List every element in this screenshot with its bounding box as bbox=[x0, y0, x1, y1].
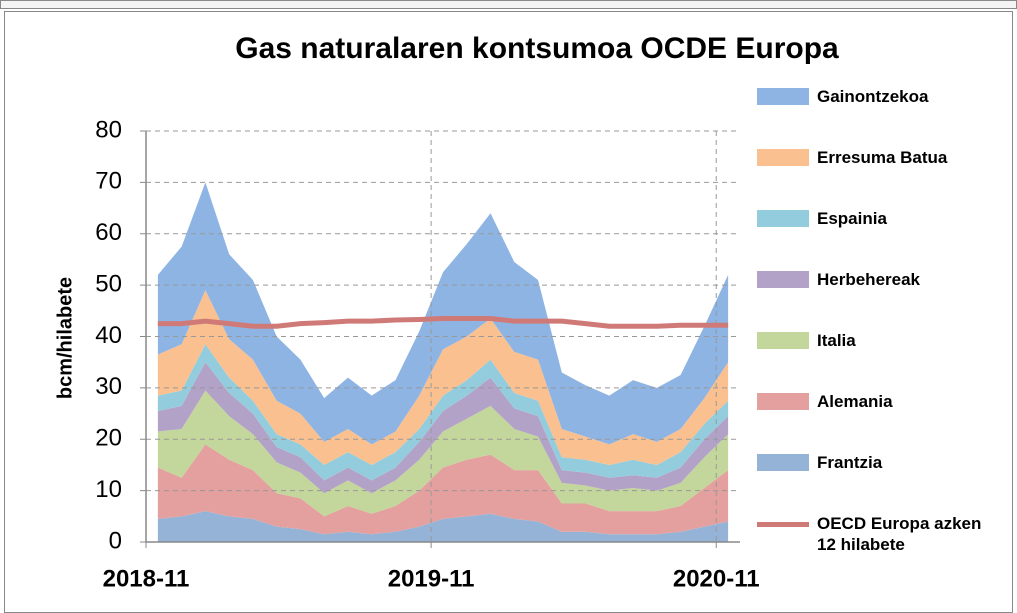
x-tick-label: 2019-11 bbox=[388, 565, 475, 592]
legend-swatch bbox=[757, 332, 809, 349]
y-tick-label: 0 bbox=[109, 527, 122, 554]
x-tick-label: 2020-11 bbox=[673, 565, 760, 592]
legend-item: Espainia bbox=[757, 208, 1002, 229]
y-tick-label: 80 bbox=[95, 116, 122, 143]
y-axis-label: bcm/hilabete bbox=[54, 277, 76, 399]
legend-label: Espainia bbox=[817, 209, 887, 228]
legend-item: Erresuma Batua bbox=[757, 147, 1002, 168]
legend-item: Alemania bbox=[757, 391, 1002, 412]
area bbox=[157, 362, 729, 494]
legend-label: OECD Europa azken 12 hilabete bbox=[817, 514, 982, 554]
legend-swatch bbox=[757, 454, 809, 471]
y-tick-label: 40 bbox=[95, 322, 122, 349]
legend-swatch bbox=[757, 522, 809, 527]
legend-swatch bbox=[757, 393, 809, 410]
legend-item: Frantzia bbox=[757, 452, 1002, 473]
legend-label: Frantzia bbox=[817, 453, 883, 472]
grid bbox=[146, 130, 740, 542]
y-tick-label: 60 bbox=[95, 219, 122, 246]
area bbox=[157, 344, 729, 481]
y-tick-label: 20 bbox=[95, 425, 122, 452]
legend-label: Herbehereak bbox=[817, 270, 921, 289]
y-tick-label: 50 bbox=[95, 270, 122, 297]
area bbox=[157, 182, 729, 445]
legend-label: Alemania bbox=[817, 392, 893, 411]
area bbox=[157, 290, 729, 465]
legend-label: Gainontzekoa bbox=[817, 87, 929, 106]
area bbox=[157, 511, 729, 542]
legend-item: OECD Europa azken 12 hilabete bbox=[757, 513, 1002, 555]
y-tick-label: 10 bbox=[95, 476, 122, 503]
line bbox=[157, 316, 729, 329]
areas bbox=[157, 182, 729, 542]
area bbox=[157, 444, 729, 535]
y-tick-label: 70 bbox=[95, 168, 122, 195]
legend-item: Gainontzekoa bbox=[757, 86, 1002, 107]
legend-item: Italia bbox=[757, 330, 1002, 351]
legend-swatch bbox=[757, 88, 809, 105]
legend-item: Herbehereak bbox=[757, 269, 1002, 290]
legend-label: Erresuma Batua bbox=[817, 148, 948, 167]
legend-swatch bbox=[757, 210, 809, 227]
legend-label: Italia bbox=[817, 331, 856, 350]
legend-swatch bbox=[757, 149, 809, 166]
x-tick-label: 2018-11 bbox=[103, 565, 190, 592]
area bbox=[157, 390, 729, 517]
legend-swatch bbox=[757, 271, 809, 288]
chart-title: Gas naturalaren kontsumoa OCDE Europa bbox=[235, 32, 839, 65]
y-tick-label: 30 bbox=[95, 373, 122, 400]
